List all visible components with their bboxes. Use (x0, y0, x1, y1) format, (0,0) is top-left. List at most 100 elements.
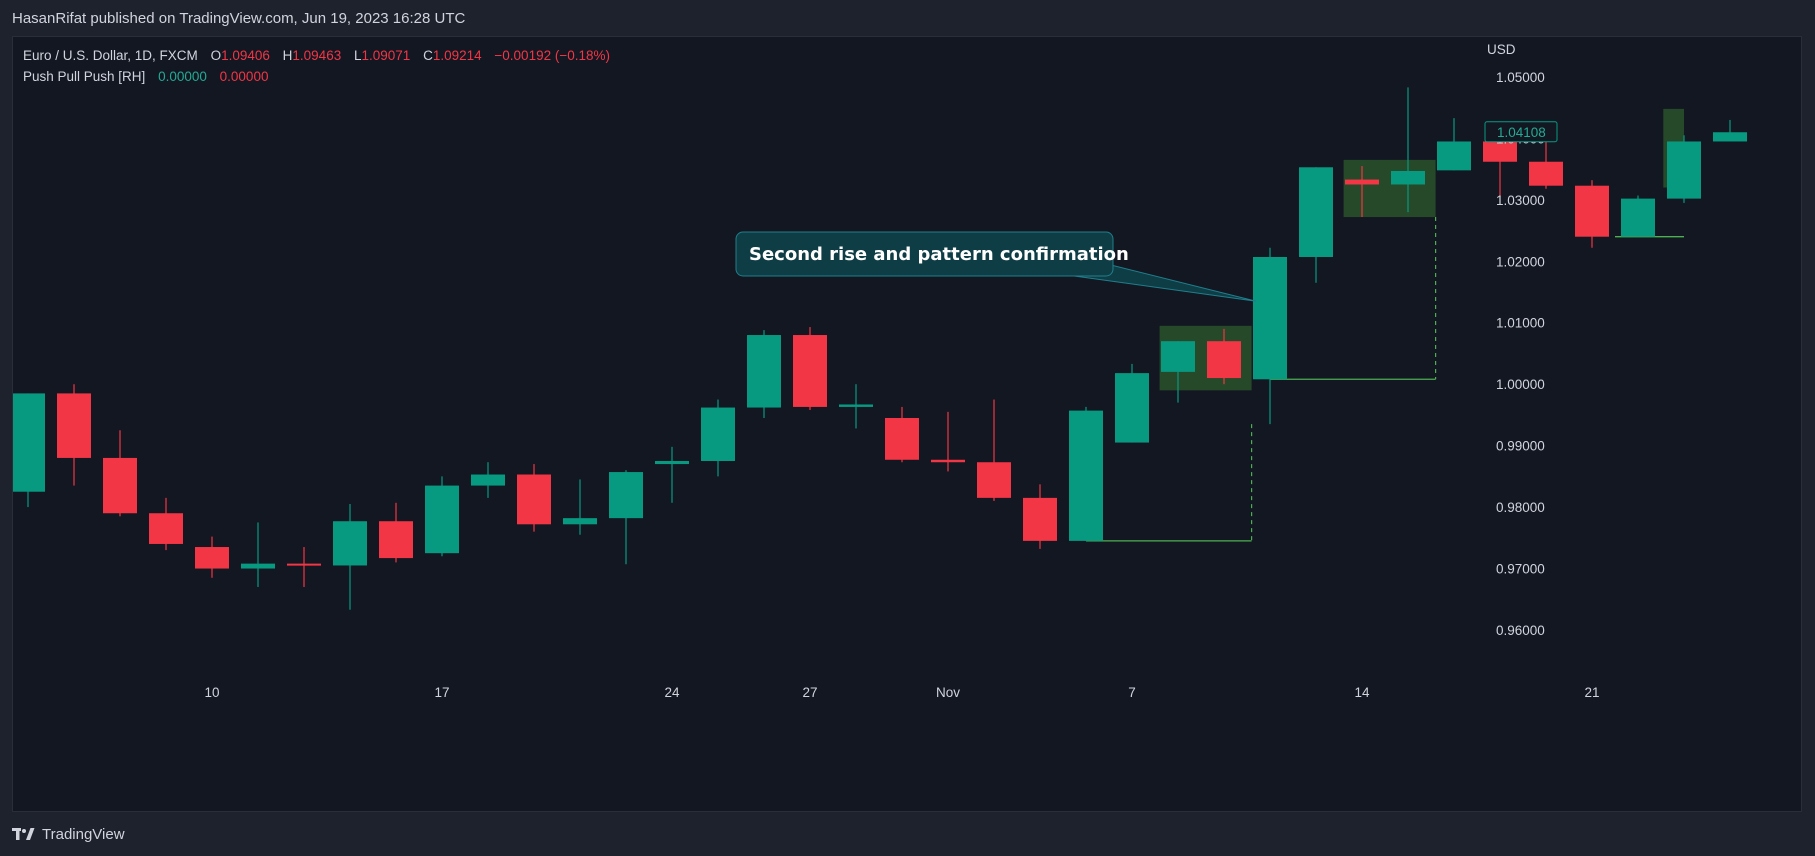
candle-5[interactable] (241, 522, 275, 587)
candle-19[interactable] (885, 406, 919, 463)
candle-body-14 (655, 461, 689, 465)
candle-33[interactable] (1529, 140, 1563, 189)
candle-0[interactable] (13, 393, 45, 508)
pattern-zone-1[interactable] (1343, 159, 1436, 218)
y-tick-label: 1.01000 (1496, 316, 1545, 331)
candle-12[interactable] (563, 479, 597, 535)
x-tick-label: 14 (1354, 685, 1370, 700)
candle-28[interactable] (1299, 167, 1333, 283)
candle-body-2 (103, 457, 137, 514)
y-tick-label: 0.99000 (1496, 439, 1545, 454)
callout-box[interactable] (735, 231, 1114, 277)
candle-body-28 (1299, 167, 1333, 257)
y-tick-label: 1.00000 (1496, 377, 1545, 392)
change-value: −0.00192 (−0.18%) (494, 48, 610, 63)
indicator-value-1: 0.00000 (158, 69, 207, 84)
y-tick-label: 1.03000 (1496, 193, 1545, 208)
chart-panel[interactable]: Second rise and pattern confirmation USD… (12, 36, 1802, 812)
candle-17[interactable] (793, 327, 827, 410)
candle-body-36 (1667, 141, 1701, 199)
candle-36[interactable] (1667, 135, 1701, 203)
open-label: O (210, 48, 222, 63)
x-tick-label: 17 (434, 685, 449, 700)
candle-31[interactable] (1437, 118, 1471, 171)
candle-body-21 (977, 462, 1011, 498)
y-tick-label: 1.05000 (1496, 70, 1545, 85)
candle-2[interactable] (103, 430, 137, 517)
candle-9[interactable] (425, 476, 459, 557)
candle-body-7 (333, 521, 367, 566)
candle-26[interactable] (1207, 328, 1241, 385)
indicator-name[interactable]: Push Pull Push [RH] (23, 69, 146, 84)
footer-brand[interactable]: TradingView (42, 825, 125, 843)
candle-27[interactable] (1253, 247, 1287, 425)
candle-25[interactable] (1161, 341, 1195, 403)
candle-1[interactable] (57, 384, 91, 486)
candle-18[interactable] (839, 384, 873, 429)
candle-34[interactable] (1575, 180, 1609, 248)
candle-6[interactable] (287, 547, 321, 587)
high-value: 1.09463 (292, 48, 342, 63)
candle-body-32 (1483, 141, 1517, 162)
chart-legend: Euro / U.S. Dollar, 1D, FXCM O1.09406 H1… (23, 45, 610, 87)
symbol-name[interactable]: Euro / U.S. Dollar, 1D, FXCM (23, 48, 198, 63)
callout-text: Second rise and pattern confirmation (749, 244, 1129, 265)
candle-37[interactable] (1713, 119, 1747, 142)
x-tick-label: Nov (936, 685, 960, 700)
candle-16[interactable] (747, 330, 781, 418)
candle-body-13 (609, 472, 643, 519)
candle-body-22 (1023, 497, 1057, 541)
candle-24[interactable] (1115, 363, 1149, 443)
candles-layer (13, 87, 1747, 610)
candle-3[interactable] (149, 497, 183, 551)
candle-10[interactable] (471, 462, 505, 498)
candle-21[interactable] (977, 399, 1011, 501)
candle-body-30 (1391, 170, 1425, 185)
candle-13[interactable] (609, 470, 643, 565)
last-price-label: 1.04108 (1497, 125, 1546, 140)
candle-body-11 (517, 474, 551, 525)
candle-35[interactable] (1621, 195, 1655, 237)
candle-body-34 (1575, 185, 1609, 237)
candlestick-chart[interactable]: Second rise and pattern confirmation USD… (13, 37, 1801, 811)
candle-4[interactable] (195, 536, 229, 578)
low-value: 1.09071 (361, 48, 411, 63)
footer: TradingView (12, 812, 412, 856)
tradingview-logo-icon[interactable] (12, 827, 36, 841)
open-value: 1.09406 (221, 48, 270, 63)
indicator-legend-row: Push Pull Push [RH] 0.00000 0.00000 (23, 66, 610, 87)
candle-body-19 (885, 417, 919, 460)
candle-body-33 (1529, 161, 1563, 186)
candle-22[interactable] (1023, 484, 1057, 549)
x-tick-label: 21 (1584, 685, 1599, 700)
candle-body-18 (839, 404, 873, 407)
candle-15[interactable] (701, 399, 735, 477)
y-tick-label: 0.96000 (1496, 623, 1545, 638)
candle-body-9 (425, 485, 459, 554)
candle-body-1 (57, 393, 91, 458)
currency-label: USD (1487, 42, 1516, 57)
candle-14[interactable] (655, 446, 689, 503)
candle-32[interactable] (1483, 133, 1517, 197)
candle-body-12 (563, 518, 597, 525)
candle-30[interactable] (1391, 87, 1425, 213)
high-label: H (282, 48, 293, 63)
candle-body-29 (1345, 179, 1379, 185)
candle-body-0 (13, 393, 45, 492)
x-tick-label: 10 (204, 685, 219, 700)
candle-body-5 (241, 563, 275, 569)
symbol-legend-row: Euro / U.S. Dollar, 1D, FXCM O1.09406 H1… (23, 45, 610, 66)
candle-body-26 (1207, 341, 1241, 379)
y-tick-label: 1.02000 (1496, 254, 1545, 269)
candle-23[interactable] (1069, 406, 1103, 541)
candle-body-25 (1161, 341, 1195, 372)
close-label: C (423, 48, 433, 63)
last-price-badge (1484, 121, 1558, 143)
candle-8[interactable] (379, 502, 413, 563)
candle-body-23 (1069, 410, 1103, 541)
candle-20[interactable] (931, 411, 965, 472)
candle-11[interactable] (517, 464, 551, 532)
candle-29[interactable] (1345, 166, 1379, 218)
candle-7[interactable] (333, 504, 367, 610)
y-tick-label: 0.98000 (1496, 500, 1545, 515)
